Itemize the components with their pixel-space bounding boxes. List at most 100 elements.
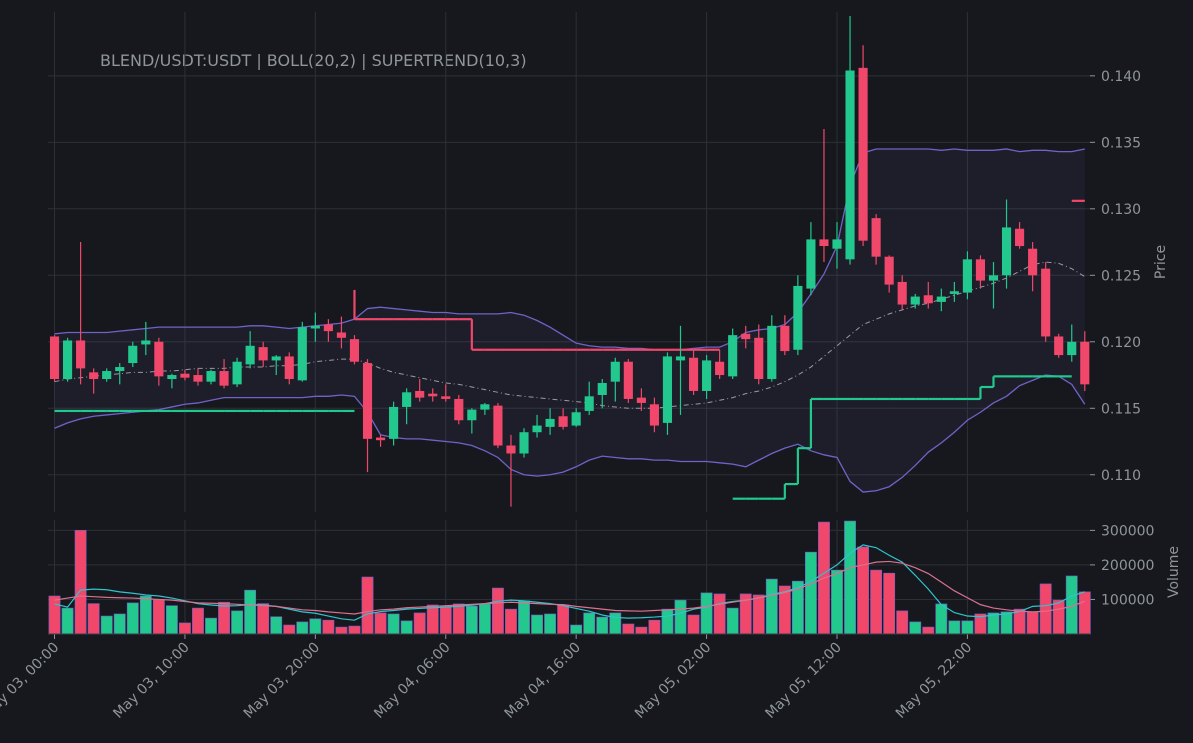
candle-body	[584, 396, 594, 411]
candle-body	[1054, 336, 1064, 356]
candle-body	[988, 275, 999, 281]
y-tick-label: 0.110	[1101, 468, 1141, 484]
candle-body	[206, 371, 216, 382]
candle-body	[545, 418, 555, 427]
volume-bar	[700, 592, 713, 635]
volume-bar	[452, 603, 465, 635]
volume-bar	[283, 624, 296, 635]
candle-body	[76, 340, 86, 369]
candle-body	[949, 291, 959, 294]
volume-ma	[54, 544, 1085, 621]
volume-bar	[922, 626, 935, 635]
candle-body	[623, 361, 633, 399]
candle-body	[649, 404, 659, 426]
volume-tick-label: 100000	[1101, 592, 1154, 608]
volume-bar	[270, 616, 283, 635]
volume-bar	[531, 614, 543, 635]
candle-body	[819, 239, 829, 247]
volume-bar	[1078, 591, 1091, 635]
candle-body	[519, 432, 529, 454]
volume-bar	[126, 602, 139, 635]
candle-body	[1001, 227, 1012, 276]
x-tick-label: May 04, 06:00	[371, 640, 453, 722]
candle-body	[415, 390, 425, 398]
candle-body	[871, 218, 881, 257]
volume-bar	[1052, 599, 1065, 635]
x-tick-label: May 03, 00:00	[0, 640, 62, 722]
volume-bar	[231, 610, 244, 635]
volume-bar	[361, 576, 374, 635]
candle-body	[1080, 341, 1090, 385]
volume-bar	[857, 546, 869, 635]
volume-bar	[439, 605, 452, 635]
volume-bar	[844, 520, 856, 635]
volume-bar	[752, 594, 765, 635]
candle-body	[728, 335, 738, 377]
volume-bar	[205, 617, 217, 635]
candle-body	[180, 373, 190, 378]
volume-bar	[87, 603, 100, 635]
volume-bar	[909, 621, 922, 635]
band-lower	[54, 374, 1086, 493]
candle-body	[793, 285, 803, 350]
chart-title: BLEND/USDT:USDT | BOLL(20,2) | SUPERTREN…	[100, 51, 527, 70]
candle-body	[1041, 268, 1051, 337]
volume-bar	[661, 608, 674, 635]
candle-body	[128, 345, 138, 364]
volume-bar	[348, 625, 361, 635]
candle-body	[441, 396, 451, 399]
candle-body	[532, 425, 542, 433]
candle-body	[297, 327, 307, 381]
candle-body	[258, 347, 268, 361]
candle-body	[454, 398, 464, 421]
y-tick-label: 0.125	[1101, 268, 1141, 284]
candle-body	[336, 332, 346, 338]
candle-body	[62, 340, 73, 380]
volume-bar	[244, 589, 257, 635]
candle-body	[102, 371, 112, 380]
candle-body	[702, 360, 712, 391]
volume-bar	[139, 595, 152, 635]
y-tick-label: 0.140	[1101, 69, 1141, 85]
volume-bar	[1026, 611, 1039, 635]
volume-bar	[713, 593, 726, 635]
candle-body	[688, 357, 699, 391]
candle-body	[389, 406, 399, 439]
candle-body	[884, 256, 894, 285]
candle-body	[245, 345, 255, 365]
candle-body	[936, 296, 946, 302]
candle-body	[323, 324, 333, 332]
volume-bar	[935, 603, 948, 635]
band-fill	[54, 148, 1085, 493]
candle-body	[1067, 341, 1077, 356]
volume-bar	[192, 607, 204, 635]
volume-bar	[165, 605, 178, 635]
volume-bar	[492, 587, 504, 635]
volume-bar	[505, 608, 517, 635]
candle-body	[715, 361, 725, 376]
volume-bar	[387, 613, 400, 635]
candle-body	[610, 361, 620, 382]
volume-bar	[805, 551, 817, 635]
x-tick-label: May 05, 02:00	[632, 640, 714, 722]
candle-body	[349, 339, 360, 362]
volume-bar	[322, 619, 335, 635]
candle-body	[1028, 248, 1038, 276]
y-tick-label: 0.130	[1101, 202, 1141, 218]
volume-bar	[896, 610, 909, 635]
volume-bar	[465, 605, 478, 635]
volume-bar	[570, 624, 583, 635]
candle-body	[49, 336, 60, 380]
volume-bar	[557, 604, 570, 635]
candle-body	[1015, 228, 1025, 247]
volume-bar	[544, 613, 556, 635]
volume-bar	[218, 601, 230, 635]
volume-bar	[48, 595, 61, 635]
candle-body	[115, 367, 125, 372]
candle-body	[154, 341, 164, 377]
y-tick-label: 0.115	[1101, 401, 1141, 417]
volume-bar	[257, 603, 270, 635]
candle-body	[271, 356, 281, 361]
candle-body	[571, 412, 581, 426]
